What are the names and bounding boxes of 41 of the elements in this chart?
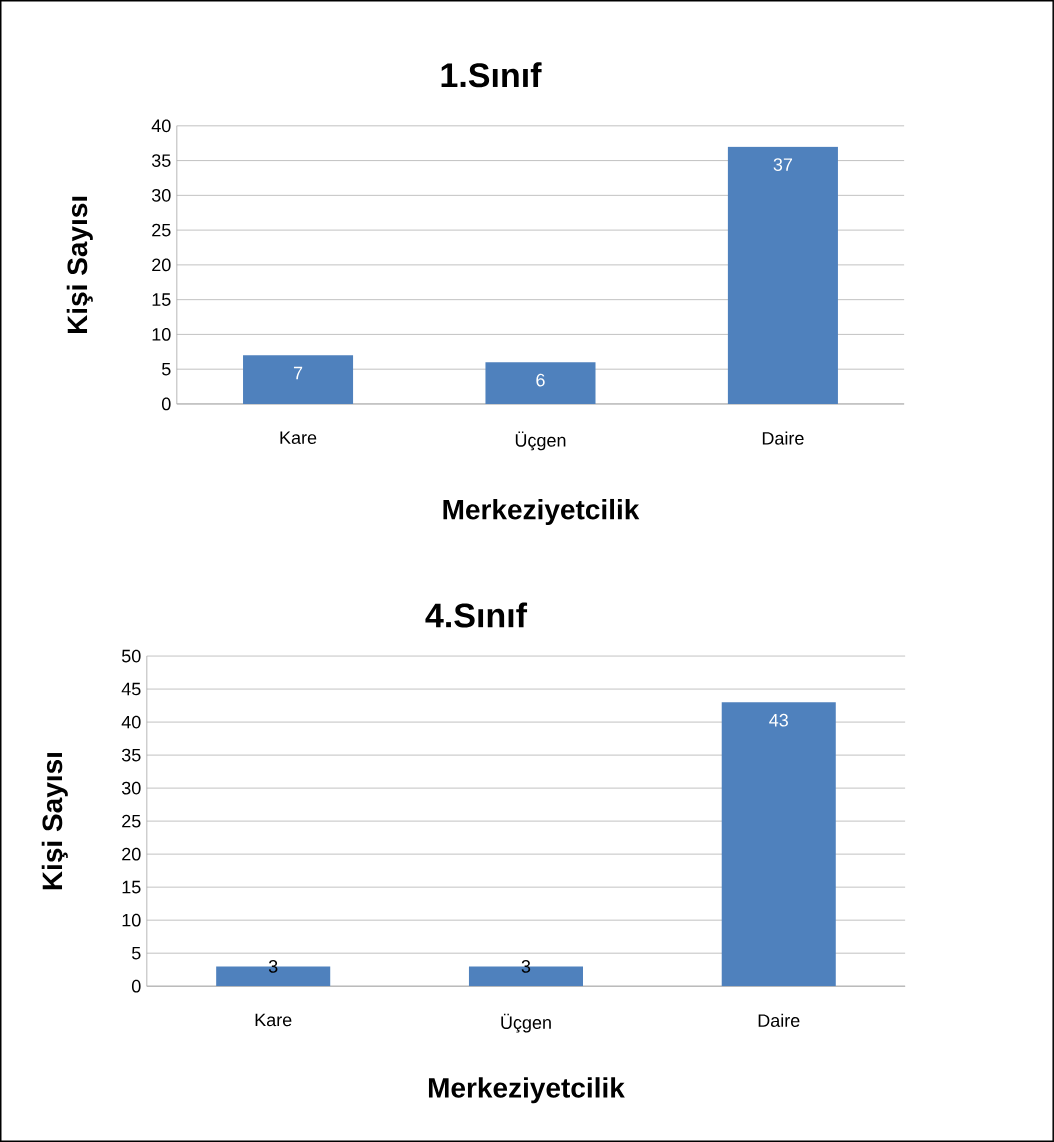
x-tick-label: Daire bbox=[762, 431, 804, 445]
chart-title: 1.Sınıf bbox=[441, 62, 542, 88]
x-tick-label: Kare bbox=[280, 431, 317, 445]
y-tick-label: 35 bbox=[121, 748, 141, 762]
bar bbox=[485, 362, 596, 404]
y-tick-label: 25 bbox=[152, 223, 171, 237]
y-tick-label: 40 bbox=[151, 119, 171, 133]
data-label: 43 bbox=[769, 713, 788, 727]
y-tick-label: 0 bbox=[132, 979, 141, 993]
bar bbox=[727, 146, 838, 404]
data-label: 3 bbox=[521, 960, 531, 973]
data-label: 7 bbox=[293, 366, 303, 380]
x-tick-label: Kare bbox=[255, 1013, 292, 1027]
data-label: 3 bbox=[268, 960, 278, 973]
y-axis-title: Kişi Sayısı bbox=[41, 753, 68, 890]
y-tick-label: 45 bbox=[121, 682, 141, 696]
x-axis-title: Merkeziyetcilik bbox=[443, 498, 640, 526]
y-tick-label: 30 bbox=[121, 781, 141, 795]
y-tick-label: 15 bbox=[152, 293, 171, 306]
chart-title: 4.Sınıf bbox=[425, 602, 528, 628]
x-axis-title: Merkeziyetcilik bbox=[429, 1077, 625, 1104]
y-tick-label: 15 bbox=[122, 880, 141, 894]
y-tick-label: 5 bbox=[162, 362, 171, 376]
x-tick-label: Üçgen bbox=[501, 1013, 551, 1033]
y-tick-label: 40 bbox=[121, 715, 141, 729]
y-axis-title: Kişi Sayısı bbox=[66, 196, 93, 334]
y-tick-label: 20 bbox=[122, 847, 141, 861]
y-tick-label: 5 bbox=[132, 946, 141, 960]
y-tick-label: 30 bbox=[151, 188, 171, 202]
bar bbox=[243, 355, 354, 404]
x-tick-label: Üçgen bbox=[515, 431, 566, 451]
x-tick-label: Daire bbox=[758, 1013, 800, 1027]
data-label: 37 bbox=[773, 158, 793, 171]
y-tick-label: 25 bbox=[122, 814, 141, 828]
data-label: 6 bbox=[536, 373, 545, 387]
y-tick-label: 10 bbox=[122, 913, 141, 927]
y-tick-label: 35 bbox=[151, 154, 171, 167]
y-tick-label: 50 bbox=[122, 649, 141, 663]
y-tick-label: 20 bbox=[152, 258, 171, 272]
y-tick-label: 10 bbox=[152, 328, 171, 341]
y-tick-label: 0 bbox=[162, 397, 171, 411]
